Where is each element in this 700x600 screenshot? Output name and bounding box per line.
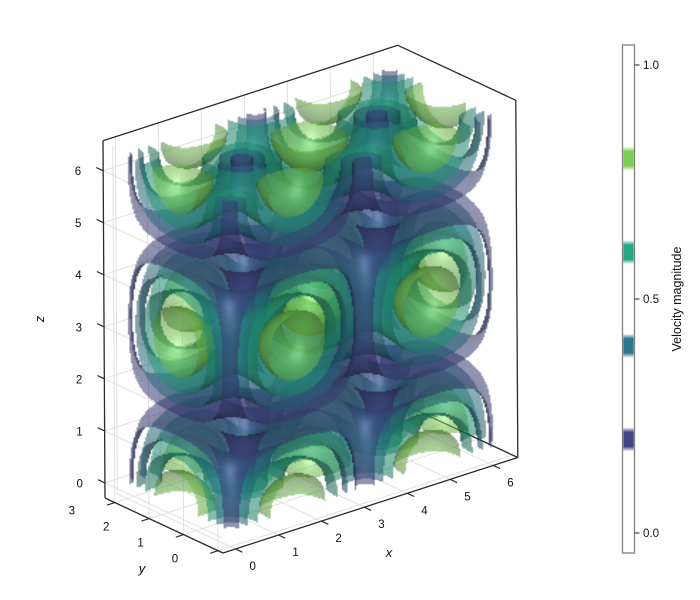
z-tick-mark — [97, 375, 105, 380]
colorbar-tick-label: 0.0 — [643, 528, 659, 540]
colorbar-track — [622, 45, 635, 553]
grid-line — [114, 136, 118, 495]
x-tick-label: 1 — [292, 547, 298, 559]
colorbar-level-band — [623, 333, 634, 358]
x-tick-label: 2 — [335, 533, 341, 545]
x-tick-label: 4 — [421, 505, 428, 517]
y-tick-mark — [175, 534, 184, 538]
x-tick-mark — [492, 464, 501, 470]
z-tick-label: 1 — [76, 426, 82, 438]
y-tick-label: 1 — [137, 538, 143, 550]
z-tick-mark — [97, 479, 106, 484]
frame-edge — [222, 456, 519, 554]
x-tick-label: 6 — [507, 478, 513, 490]
z-tick-label: 2 — [76, 374, 82, 386]
y-tick-mark — [210, 550, 219, 554]
x-tick-mark — [321, 520, 329, 525]
frame-edge — [104, 497, 224, 554]
x-tick-label: 5 — [464, 491, 470, 503]
z-tick-mark — [96, 270, 104, 276]
x-tick-label: 0 — [249, 561, 255, 573]
colorbar-label: Velocity magnitude — [670, 246, 684, 351]
frame-edge — [102, 140, 106, 499]
x-tick-mark — [450, 478, 458, 484]
z-tick-mark — [96, 218, 104, 224]
x-tick-label: 3 — [378, 519, 384, 531]
z-tick-label: 0 — [76, 478, 82, 490]
y-tick-label: 0 — [172, 554, 178, 566]
colorbar-tick-label: 1.0 — [643, 60, 659, 72]
z-axis-label: z — [32, 315, 47, 323]
x-tick-mark — [235, 548, 243, 553]
y-axis-label: y — [138, 561, 147, 576]
y-tick-mark — [106, 502, 115, 506]
axis-frame-front — [104, 100, 519, 554]
isosurface-scene-canvas[interactable] — [118, 64, 503, 534]
y-tick-label: 2 — [103, 522, 109, 534]
frame-edge — [515, 100, 519, 458]
colorbar-level-band — [623, 427, 634, 452]
y-tick-mark — [141, 518, 150, 522]
z-tick-label: 4 — [75, 270, 82, 282]
y-tick-label: 3 — [69, 506, 75, 518]
colorbar-level-band — [623, 240, 634, 265]
z-tick-mark — [97, 427, 105, 432]
z-tick-label: 6 — [75, 166, 81, 178]
colorbar-tick-label: 0.5 — [643, 294, 659, 306]
axis-ticks: 0 1 2 3 4 5 6 0 1 2 3 0 1 2 3 4 5 6 — [69, 166, 514, 573]
z-tick-mark — [96, 323, 105, 328]
z-tick-label: 5 — [75, 218, 81, 230]
x-tick-mark — [407, 492, 415, 498]
x-tick-mark — [278, 534, 286, 539]
x-axis-label: x — [385, 545, 393, 560]
z-tick-mark — [95, 166, 104, 172]
colorbar-level-band — [623, 146, 634, 171]
x-tick-mark — [364, 506, 372, 511]
z-tick-label: 3 — [76, 322, 82, 334]
grid-line — [112, 145, 116, 503]
